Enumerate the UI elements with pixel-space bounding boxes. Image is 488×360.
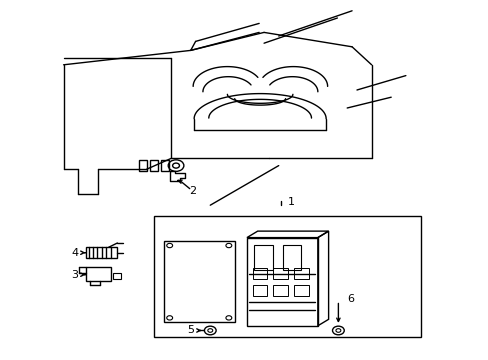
Bar [85,247,117,258]
Bar [293,268,308,279]
Text: 5: 5 [187,325,194,336]
Text: 1: 1 [287,197,294,207]
Bar [154,216,420,337]
Text: 4: 4 [71,248,78,258]
Bar [252,285,267,296]
Bar [293,285,308,296]
Bar [282,245,301,270]
Bar [254,245,272,270]
Bar [161,160,168,171]
Text: 6: 6 [346,294,353,304]
Bar [113,273,121,279]
Bar [139,160,147,171]
Text: 3: 3 [71,270,78,280]
Bar [163,241,234,322]
Bar [85,267,111,281]
Bar [252,268,267,279]
Bar [273,268,287,279]
Bar [273,285,287,296]
Bar [246,238,317,326]
Bar [150,160,158,171]
Text: 2: 2 [189,186,196,196]
